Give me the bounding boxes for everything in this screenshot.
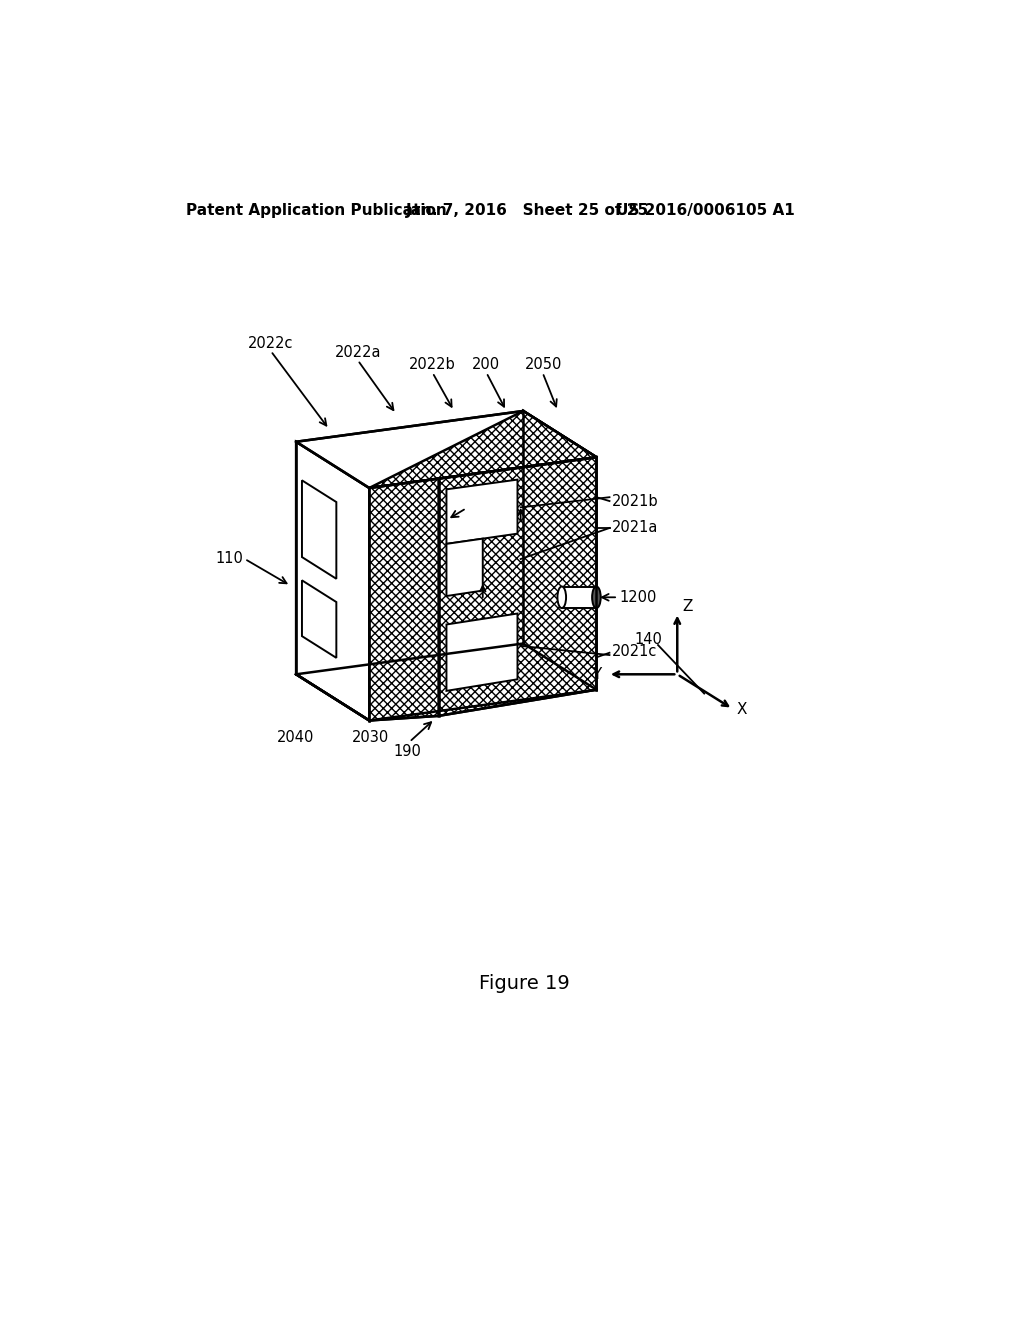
Text: 1200: 1200 (620, 590, 656, 605)
Text: Jan. 7, 2016   Sheet 25 of 25: Jan. 7, 2016 Sheet 25 of 25 (407, 203, 649, 218)
Text: 2022a: 2022a (335, 345, 381, 360)
Polygon shape (446, 614, 517, 690)
Polygon shape (370, 479, 438, 721)
Ellipse shape (592, 586, 601, 609)
Text: Z: Z (682, 599, 692, 614)
Polygon shape (296, 442, 370, 721)
Polygon shape (446, 479, 517, 544)
Text: 190: 190 (394, 743, 422, 759)
Text: Figure 19: Figure 19 (479, 974, 570, 994)
Polygon shape (370, 411, 596, 488)
Polygon shape (523, 411, 596, 689)
Text: Y: Y (593, 667, 602, 682)
Text: 2021c: 2021c (611, 644, 657, 659)
Polygon shape (302, 480, 336, 578)
Text: 2030: 2030 (352, 730, 389, 744)
Text: 2050: 2050 (524, 358, 562, 372)
Text: 2022b: 2022b (409, 358, 456, 372)
Text: 200: 200 (472, 358, 501, 372)
Text: 140: 140 (635, 632, 663, 647)
Ellipse shape (557, 586, 566, 609)
Text: Patent Application Publication: Patent Application Publication (186, 203, 446, 218)
Polygon shape (438, 457, 596, 715)
Text: US 2016/0006105 A1: US 2016/0006105 A1 (615, 203, 795, 218)
Polygon shape (296, 411, 596, 488)
Polygon shape (446, 539, 482, 597)
Bar (562, 586, 596, 609)
Text: 2021a: 2021a (611, 520, 658, 536)
Text: 2022c: 2022c (248, 335, 294, 351)
Text: 110: 110 (215, 552, 243, 566)
Polygon shape (302, 581, 336, 657)
Text: X: X (736, 702, 748, 717)
Text: 2040: 2040 (276, 730, 314, 744)
Text: 2021b: 2021b (611, 494, 658, 508)
